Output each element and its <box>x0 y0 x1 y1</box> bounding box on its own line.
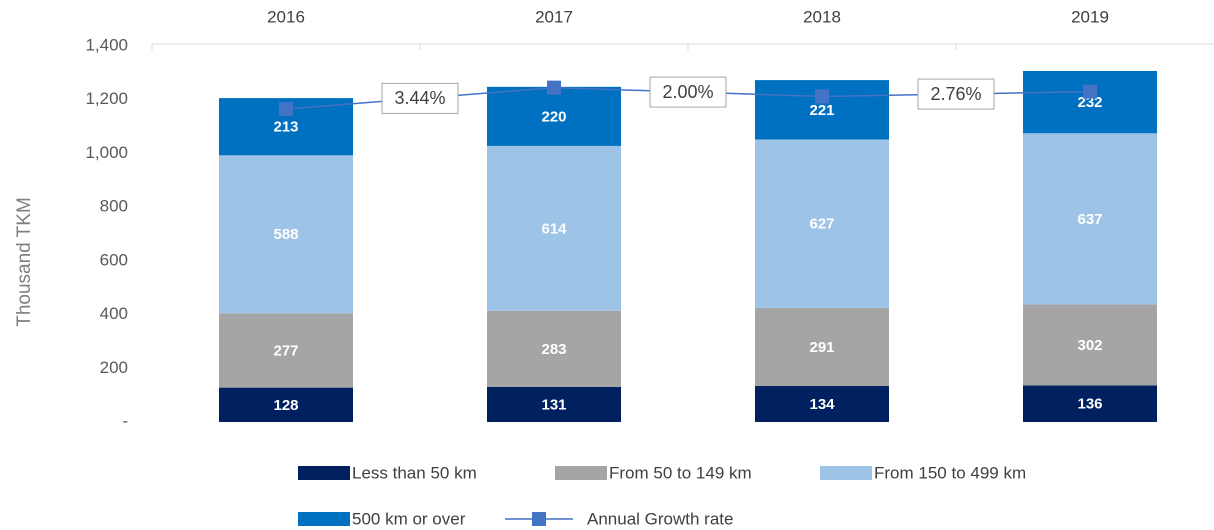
legend-swatch <box>298 512 350 526</box>
y-tick-label: 200 <box>100 358 128 377</box>
data-label: 291 <box>809 339 834 356</box>
annotation-box <box>917 78 995 110</box>
annotation-box <box>381 82 459 114</box>
bar-segment <box>1023 133 1157 305</box>
line-marker <box>547 80 561 95</box>
x-tick-label: 2019 <box>1071 7 1109 26</box>
bar-segment <box>219 313 353 388</box>
y-tick-label: 800 <box>100 197 128 216</box>
y-tick-label: 1,000 <box>85 143 128 162</box>
legend-label: Less than 50 km <box>352 463 477 482</box>
data-label: 221 <box>809 102 834 119</box>
bar-segment <box>755 307 889 387</box>
y-tick-label: 1,200 <box>85 89 128 108</box>
legend-label: 500 km or over <box>352 509 466 528</box>
data-label: 588 <box>273 226 298 243</box>
legend-swatch <box>820 466 872 480</box>
data-label: 128 <box>273 397 298 414</box>
bar-segment <box>1023 70 1157 134</box>
y-axis-title: Thousand TKM <box>14 197 35 327</box>
bar-segment <box>487 310 621 387</box>
y-tick-label: 600 <box>100 250 128 269</box>
legend-swatch <box>298 466 350 480</box>
bar-segment <box>487 86 621 146</box>
line-marker <box>279 102 293 117</box>
bar-segment <box>487 386 621 422</box>
bar-segment <box>755 386 889 422</box>
annotation: 3.44% <box>394 88 445 108</box>
line-marker <box>815 89 829 104</box>
legend-label: Annual Growth rate <box>587 509 733 528</box>
data-label: 627 <box>809 216 834 233</box>
legend-marker <box>532 512 546 526</box>
data-label: 131 <box>541 396 566 413</box>
x-tick-label: 2016 <box>267 7 305 26</box>
bar-segment <box>219 387 353 422</box>
data-label: 302 <box>1077 337 1102 354</box>
x-tick-label: 2018 <box>803 7 841 26</box>
legend-swatch <box>555 466 607 480</box>
data-label: 277 <box>273 342 298 359</box>
annotation: 2.00% <box>662 82 713 102</box>
annotation-box <box>649 76 727 108</box>
annotation: 2.76% <box>930 84 981 104</box>
legend-label: From 150 to 499 km <box>874 463 1026 482</box>
data-label: 134 <box>809 396 835 413</box>
data-label: 637 <box>1077 211 1102 228</box>
data-label: 136 <box>1077 396 1102 413</box>
bar-segment <box>487 145 621 311</box>
line-marker <box>1083 84 1097 99</box>
data-label: 220 <box>541 108 566 125</box>
bar-segment <box>1023 304 1157 386</box>
x-tick-label: 2017 <box>535 7 573 26</box>
data-label: 614 <box>541 220 567 237</box>
bar-segment <box>219 155 353 314</box>
legend-label: From 50 to 149 km <box>609 463 752 482</box>
data-label: 283 <box>541 341 566 358</box>
data-label: 213 <box>273 119 298 136</box>
y-tick-label: - <box>122 411 128 430</box>
y-tick-label: 400 <box>100 304 128 323</box>
bar-segment <box>1023 385 1157 422</box>
bar-segment <box>755 139 889 308</box>
y-tick-label: 1,400 <box>85 35 128 54</box>
